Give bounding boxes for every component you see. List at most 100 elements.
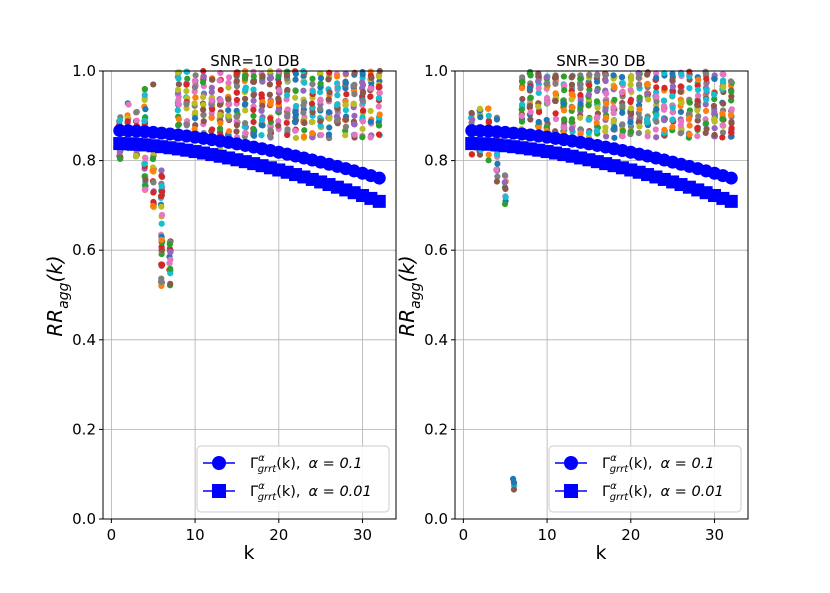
x-tick-label: 10: [186, 526, 205, 544]
scatter-point: [627, 128, 635, 135]
scatter-point: [317, 105, 324, 112]
scatter-point: [561, 124, 568, 131]
plot-frame-right: [454, 70, 749, 520]
y-label-arg: (k): [43, 255, 67, 282]
scatter-point: [167, 249, 174, 256]
scatter-point: [702, 120, 710, 127]
scatter-point: [485, 119, 493, 126]
legend-marker-circle: [212, 456, 226, 470]
y-tick-label: 0.2: [424, 420, 448, 438]
scatter-point: [576, 114, 584, 121]
scatter-point: [301, 127, 308, 134]
legend-marker-square: [212, 484, 226, 498]
x-tick-label: 20: [269, 526, 288, 544]
scatter-point: [561, 87, 568, 94]
scatter-point: [527, 68, 534, 76]
scatter-point: [485, 105, 492, 112]
scatter-point: [132, 152, 140, 160]
scatter-point: [602, 133, 610, 140]
scatter-point: [527, 116, 534, 123]
scatter-point: [627, 96, 635, 104]
scatter-point: [367, 134, 374, 141]
scatter-point: [351, 91, 358, 98]
scatter-point: [728, 88, 735, 95]
scatter-point: [275, 95, 282, 102]
scatter-point: [141, 160, 148, 167]
legend-marker-circle: [564, 456, 578, 470]
scatter-point: [501, 200, 509, 208]
scatter-point: [702, 129, 709, 137]
legend-label-2: Γα grrt(k), α = 0.01: [250, 481, 372, 503]
y-tick-label: 0.6: [72, 241, 96, 259]
scatter-point: [568, 81, 576, 88]
series-marker-circle: [372, 171, 386, 185]
scatter-point: [191, 100, 198, 107]
scatter-point: [208, 97, 216, 104]
scatter-point: [141, 85, 148, 93]
scatter-point: [686, 73, 693, 80]
scatter-point: [284, 106, 291, 113]
scatter-point: [660, 116, 668, 124]
scatter-point: [217, 120, 224, 127]
scatter-point: [275, 72, 282, 80]
scatter-point: [318, 131, 325, 139]
scatter-point: [283, 92, 291, 99]
scatter-point: [669, 92, 676, 100]
scatter-point: [678, 70, 685, 78]
scatter-point: [334, 84, 342, 91]
scatter-point: [577, 105, 584, 112]
scatter-point: [359, 125, 366, 133]
scatter-point: [375, 73, 383, 80]
scatter-point: [167, 265, 174, 272]
scatter-point: [686, 131, 693, 138]
chart-title-left: SNR=10 DB: [210, 52, 299, 70]
scatter-point: [376, 111, 383, 118]
scatter-point: [175, 75, 182, 82]
scatter-point: [241, 120, 249, 127]
scatter-point: [158, 172, 165, 179]
scatter-point: [191, 77, 198, 84]
scatter-point: [359, 97, 366, 104]
scatter-point: [325, 76, 332, 83]
scatter-point: [133, 109, 140, 116]
scatter-point: [300, 133, 308, 140]
scatter-point: [686, 115, 693, 122]
scatter-point: [593, 98, 601, 105]
scatter-point: [157, 278, 165, 285]
scatter-point: [636, 94, 643, 101]
scatter-point: [610, 104, 617, 111]
scatter-point: [142, 155, 149, 162]
scatter-point: [174, 107, 181, 114]
scatter-point: [593, 127, 600, 135]
scatter-point: [644, 90, 651, 97]
y-tick-label: 0.0: [72, 510, 96, 528]
scatter-point: [216, 77, 223, 84]
scatter-point: [375, 103, 382, 110]
scatter-point: [610, 117, 617, 124]
chart-left: SNR=10 DB 0 10 20 30 0.0 0.2 0.4 0.6 0.8 1.0 k RR…: [43, 52, 397, 564]
scatter-point: [174, 122, 182, 129]
scatter-point: [233, 89, 240, 96]
scatter-point: [653, 93, 660, 100]
scatter-point: [149, 203, 157, 210]
scatter-point: [619, 127, 626, 135]
scatter-point: [602, 72, 609, 79]
scatter-point: [199, 79, 207, 86]
scatter-point: [719, 129, 727, 136]
scatter-point: [241, 95, 249, 102]
scatter-point: [703, 87, 710, 94]
scatter-point: [476, 151, 484, 158]
scatter-point: [175, 101, 183, 108]
scatter-point: [116, 117, 124, 124]
y-label-arg: (k): [395, 255, 419, 282]
scatter-point: [167, 280, 174, 287]
svg-text:RRagg(k): RRagg(k): [43, 255, 72, 336]
scatter-point: [158, 167, 165, 174]
scatter-point: [653, 98, 660, 105]
scatter-point: [325, 96, 332, 103]
scatter-point: [518, 85, 526, 92]
scatter-point: [627, 111, 635, 118]
scatter-point: [350, 82, 357, 89]
axis-ticks-right: 0 10 20 30 0.0 0.2 0.4 0.6 0.8 1.0: [424, 62, 724, 544]
